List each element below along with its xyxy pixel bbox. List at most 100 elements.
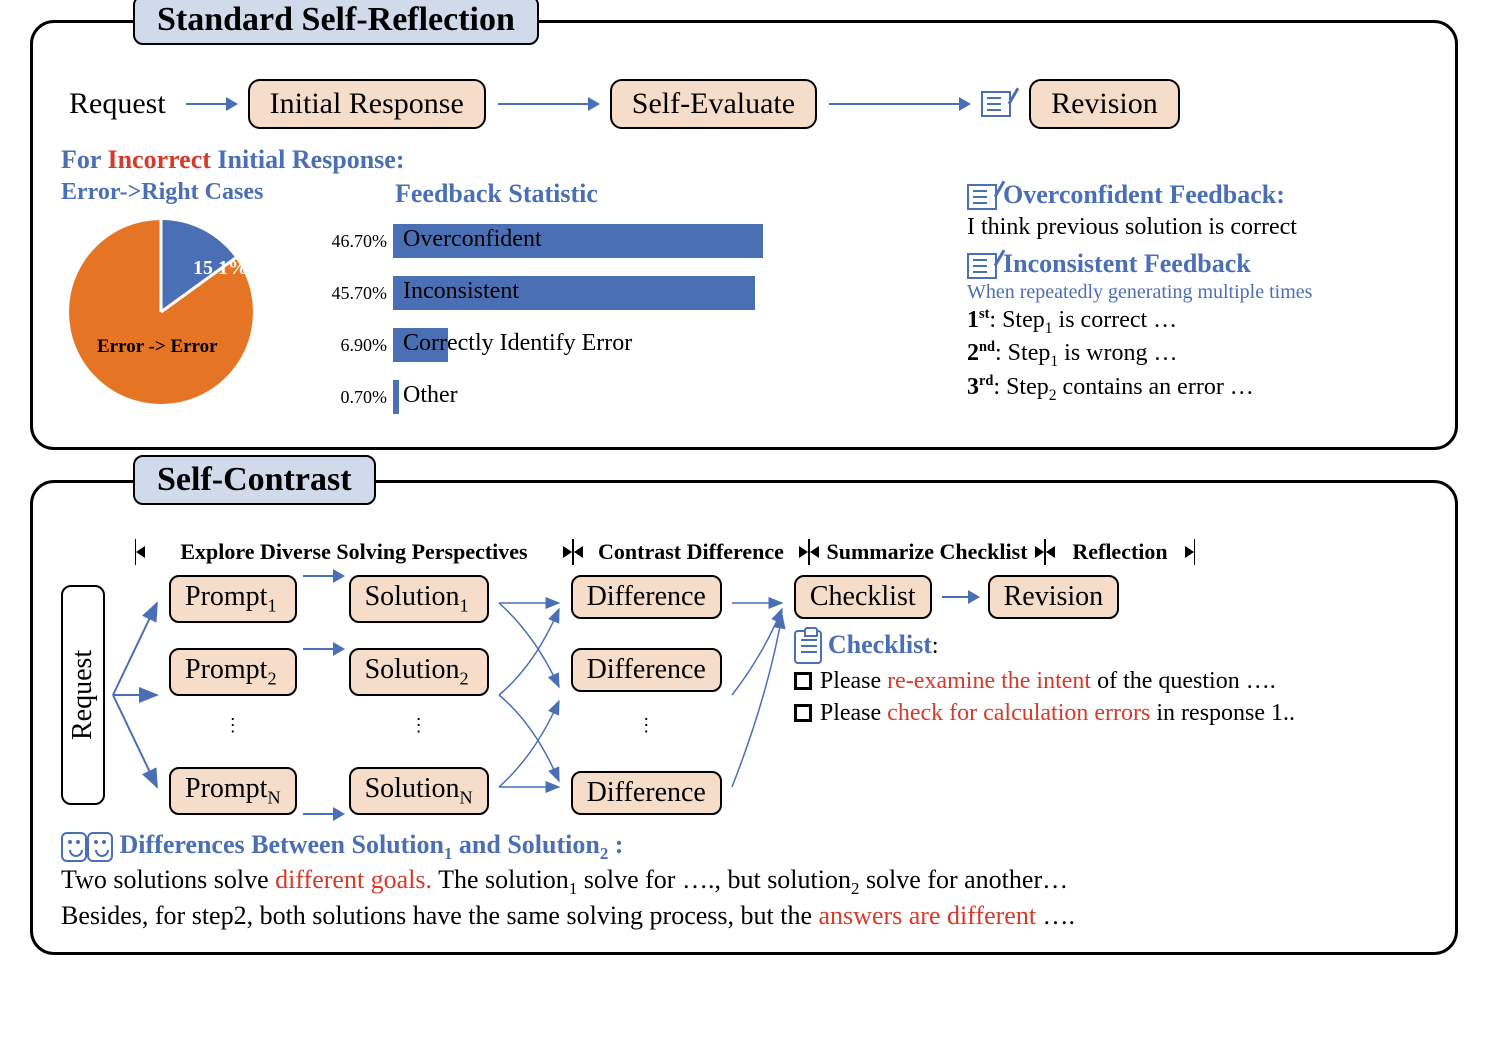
arrow-icon bbox=[186, 103, 236, 105]
self-contrast-grid: Request Prompt1 Prompt2 ⋮ PromptN Solution1… bbox=[61, 575, 1427, 815]
panel1-flow: Request Initial Response Self-Evaluate R… bbox=[61, 79, 1427, 129]
face-icon bbox=[87, 832, 113, 862]
checkbox-icon bbox=[794, 704, 812, 722]
bar-label: Overconfident bbox=[403, 226, 542, 253]
pie-caption: Error->Right Cases bbox=[61, 179, 291, 206]
bar-pct: 46.70% bbox=[315, 231, 393, 252]
self-evaluate-box: Self-Evaluate bbox=[610, 79, 817, 129]
bar-track: Other bbox=[393, 380, 763, 414]
clipboard-icon bbox=[794, 630, 822, 664]
overconfident-text: I think previous solution is correct bbox=[967, 212, 1427, 242]
arrow-col bbox=[303, 575, 343, 815]
phase-summarize: Summarize Checklist bbox=[809, 539, 1045, 565]
bar-label: Other bbox=[403, 382, 458, 409]
differences-text: Differences Between Solution1 and Soluti… bbox=[61, 829, 1427, 932]
bar-pct: 0.70% bbox=[315, 387, 393, 408]
arrow-icon bbox=[303, 813, 343, 815]
face-icon bbox=[61, 832, 87, 862]
inconsistent-sub: When repeatedly generating multiple time… bbox=[967, 280, 1427, 305]
cross-arrows bbox=[495, 575, 565, 815]
solutions-col: Solution1 Solution2 ⋮ SolutionN bbox=[349, 575, 489, 815]
feedback-line: 3rd: Step2 contains an error … bbox=[967, 372, 1427, 405]
arrow-icon bbox=[498, 103, 598, 105]
arrow-icon bbox=[303, 648, 343, 650]
bar-row: 6.90% Correctly Identify Error bbox=[315, 323, 943, 367]
prompt-box: PromptN bbox=[169, 767, 297, 815]
prompt-box: Prompt1 bbox=[169, 575, 297, 623]
difference-box: Difference bbox=[571, 771, 722, 815]
checklist-box: Checklist bbox=[794, 575, 932, 619]
arrow-icon bbox=[303, 575, 343, 577]
right-pane: Checklist Revision Checklist: Please re-… bbox=[794, 575, 1295, 815]
revision-box: Revision bbox=[1029, 79, 1180, 129]
pie-orange-label: Error -> Error bbox=[97, 336, 218, 357]
bar-track: Correctly Identify Error bbox=[393, 328, 763, 362]
note-icon bbox=[981, 91, 1011, 117]
bar-row: 46.70% Overconfident bbox=[315, 219, 943, 263]
inconsistent-title: Inconsistent Feedback bbox=[1003, 249, 1251, 278]
feedback-line: 1st: Step1 is correct … bbox=[967, 305, 1427, 338]
text: Initial Response: bbox=[211, 145, 405, 174]
difference-box: Difference bbox=[571, 648, 722, 692]
feedback-block: Overconfident Feedback: I think previous… bbox=[967, 179, 1427, 405]
checklist-text: Please re-examine the intent of the ques… bbox=[820, 666, 1276, 696]
phase-explore: Explore Diverse Solving Perspectives bbox=[135, 539, 573, 565]
bar-pct: 45.70% bbox=[315, 283, 393, 304]
checklist-title: Checklist bbox=[828, 630, 932, 659]
request-vertical: Request bbox=[61, 585, 105, 805]
converge-arrows bbox=[728, 575, 788, 815]
phase-headers: Explore Diverse Solving Perspectives Con… bbox=[135, 539, 1427, 565]
solution-box: SolutionN bbox=[349, 767, 489, 815]
dots bbox=[303, 722, 343, 742]
panel2-title: Self-Contrast bbox=[133, 455, 376, 505]
diff-line1: Two solutions solve different goals. The… bbox=[61, 864, 1427, 899]
bar-row: 0.70% Other bbox=[315, 375, 943, 419]
bar-label: Inconsistent bbox=[403, 278, 519, 305]
bars-block: Feedback Statistic 46.70% Overconfident 45… bbox=[315, 179, 943, 427]
pie-chart: 15.1% Error -> Error bbox=[61, 212, 271, 412]
phase-reflection: Reflection bbox=[1045, 539, 1195, 565]
revision-box: Revision bbox=[988, 575, 1120, 619]
diff-title: Differences Between Solution1 and Soluti… bbox=[120, 830, 624, 859]
solution-box: Solution1 bbox=[349, 575, 489, 623]
arrow-icon bbox=[829, 103, 969, 105]
initial-response-box: Initial Response bbox=[248, 79, 486, 129]
branch-arrows bbox=[111, 575, 163, 815]
note-icon bbox=[967, 253, 997, 279]
checkbox-icon bbox=[794, 672, 812, 690]
bar-track: Inconsistent bbox=[393, 276, 763, 310]
differences-col: Difference Difference ⋮ Difference bbox=[571, 575, 722, 815]
arrow-icon bbox=[942, 596, 978, 598]
stats-row: Error->Right Cases 15.1% Error -> Error … bbox=[61, 179, 1427, 427]
text: For bbox=[61, 145, 107, 174]
note-icon bbox=[967, 184, 997, 210]
difference-box: Difference bbox=[571, 575, 722, 619]
request-label: Request bbox=[61, 83, 174, 125]
text-red: Incorrect bbox=[107, 145, 210, 174]
self-contrast-panel: Self-Contrast Explore Diverse Solving Pe… bbox=[30, 480, 1458, 955]
bar-row: 45.70% Inconsistent bbox=[315, 271, 943, 315]
dots: ⋮ bbox=[169, 722, 297, 742]
dots: ⋮ bbox=[571, 722, 722, 742]
dots: ⋮ bbox=[349, 722, 489, 742]
phase-contrast: Contrast Difference bbox=[573, 539, 809, 565]
overconfident-title: Overconfident Feedback: bbox=[1003, 180, 1285, 209]
solution-box: Solution2 bbox=[349, 648, 489, 696]
bars-title: Feedback Statistic bbox=[395, 179, 943, 209]
checklist-text: Checklist: Please re-examine the intent … bbox=[794, 629, 1295, 728]
incorrect-heading: For Incorrect Initial Response: bbox=[61, 145, 1427, 175]
diff-line2: Besides, for step2, both solutions have … bbox=[61, 900, 1427, 933]
pie-blue-label: 15.1% bbox=[193, 257, 248, 279]
feedback-line: 2nd: Step1 is wrong … bbox=[967, 338, 1427, 371]
prompts-col: Prompt1 Prompt2 ⋮ PromptN bbox=[169, 575, 297, 815]
checklist-text: Please check for calculation errors in r… bbox=[820, 698, 1295, 728]
checklist-item: Please check for calculation errors in r… bbox=[794, 698, 1295, 728]
pie-block: Error->Right Cases 15.1% Error -> Error bbox=[61, 179, 291, 412]
standard-self-reflection-panel: Standard Self-Reflection Request Initial… bbox=[30, 20, 1458, 450]
prompt-box: Prompt2 bbox=[169, 648, 297, 696]
panel1-title: Standard Self-Reflection bbox=[133, 0, 539, 45]
bar-pct: 6.90% bbox=[315, 335, 393, 356]
checklist-item: Please re-examine the intent of the ques… bbox=[794, 666, 1295, 696]
bar-fill bbox=[393, 380, 399, 414]
bar-label: Correctly Identify Error bbox=[403, 330, 632, 357]
